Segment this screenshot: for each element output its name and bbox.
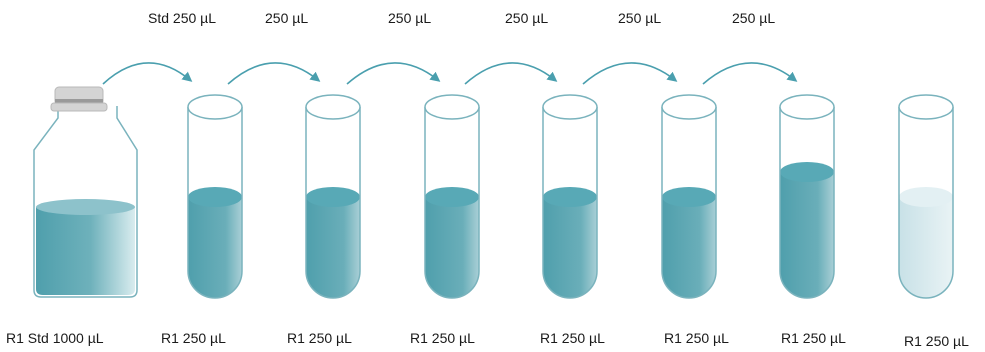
tube-liquid — [543, 197, 597, 298]
tube-rim — [187, 94, 243, 120]
tube-volume-label: R1 250 µL — [287, 330, 352, 346]
bottle-liquid — [36, 207, 135, 295]
transfer-volume-label: 250 µL — [388, 10, 431, 26]
tube-outline — [661, 107, 717, 299]
tube-liquid-surface — [780, 162, 834, 182]
tube-liquid — [306, 197, 360, 298]
tube-outline — [305, 107, 361, 299]
transfer-arrow — [102, 62, 193, 85]
test-tube — [305, 94, 361, 299]
tube-liquid-surface — [899, 187, 953, 207]
tube-liquid-surface — [425, 187, 479, 207]
tube-outline — [898, 107, 954, 299]
test-tube — [779, 94, 835, 299]
tube-outline — [779, 107, 835, 299]
bottle-neck-rim — [50, 102, 108, 112]
tube-volume-label: R1 250 µL — [664, 330, 729, 346]
test-tube — [661, 94, 717, 299]
transfer-arrow — [227, 62, 321, 85]
test-tube — [424, 94, 480, 299]
test-tube — [187, 94, 243, 299]
transfer-volume-label: Std 250 µL — [148, 10, 216, 26]
bottle-cap-band — [55, 99, 103, 103]
tube-liquid — [662, 197, 716, 298]
tube-volume-label: R1 250 µL — [904, 333, 969, 349]
tube-rim — [779, 94, 835, 120]
stock-bottle — [33, 86, 138, 298]
transfer-volume-label: 250 µL — [732, 10, 775, 26]
tube-rim — [424, 94, 480, 120]
stock-volume-label: R1 Std 1000 µL — [6, 330, 104, 346]
transfer-volume-label: 250 µL — [618, 10, 661, 26]
tube-volume-label: R1 250 µL — [161, 330, 226, 346]
bottle-body — [33, 106, 138, 298]
tube-volume-label: R1 250 µL — [410, 330, 475, 346]
tube-rim — [305, 94, 361, 120]
tube-liquid-surface — [662, 187, 716, 207]
test-tube — [542, 94, 598, 299]
tube-volume-label: R1 250 µL — [781, 330, 846, 346]
tube-liquid — [899, 197, 953, 298]
tube-liquid — [188, 197, 242, 298]
transfer-volume-label: 250 µL — [505, 10, 548, 26]
tube-liquid — [780, 172, 834, 298]
tube-liquid-surface — [543, 187, 597, 207]
tube-rim — [898, 94, 954, 120]
tube-rim — [661, 94, 717, 120]
transfer-arrow — [702, 62, 798, 85]
tube-rim — [542, 94, 598, 120]
tube-liquid-surface — [306, 187, 360, 207]
bottle-liquid-surface — [36, 199, 135, 215]
transfer-arrow — [464, 62, 558, 85]
tube-outline — [424, 107, 480, 299]
transfer-volume-label: 250 µL — [265, 10, 308, 26]
tube-outline — [542, 107, 598, 299]
test-tube — [898, 94, 954, 299]
tube-volume-label: R1 250 µL — [540, 330, 605, 346]
tube-outline — [187, 107, 243, 299]
tube-liquid-surface — [188, 187, 242, 207]
transfer-arrow — [346, 62, 441, 85]
tube-liquid — [425, 197, 479, 298]
transfer-arrow — [582, 62, 678, 85]
